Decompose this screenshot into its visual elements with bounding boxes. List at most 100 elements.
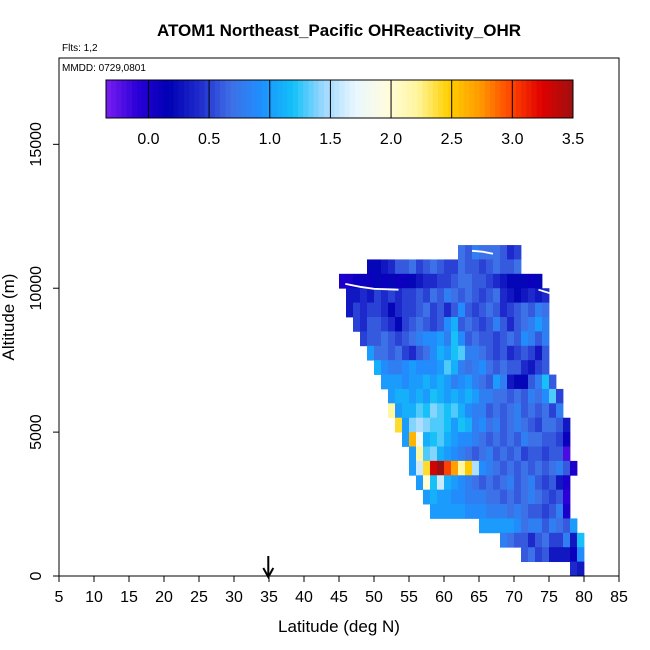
colorbar-segment bbox=[318, 80, 325, 118]
heatmap-cell bbox=[514, 432, 522, 447]
heatmap-cell bbox=[416, 475, 424, 491]
colorbar-segment bbox=[370, 80, 377, 118]
heatmap-cell bbox=[465, 403, 473, 419]
heatmap-cell bbox=[458, 475, 466, 491]
heatmap-cell bbox=[444, 273, 452, 289]
heatmap-cell bbox=[507, 446, 515, 462]
colorbar-segment bbox=[142, 80, 149, 118]
heatmap-cell bbox=[556, 446, 564, 462]
heatmap-cell bbox=[409, 417, 417, 433]
heatmap-cell bbox=[374, 317, 382, 332]
heatmap-cell bbox=[507, 259, 515, 275]
colorbar-segment bbox=[323, 80, 330, 118]
colorbar-segment bbox=[474, 80, 481, 118]
heatmap-cell bbox=[458, 273, 466, 289]
heatmap-cell bbox=[381, 302, 389, 318]
heatmap-cell bbox=[507, 417, 515, 433]
heatmap-cell bbox=[535, 345, 543, 361]
heatmap-cell bbox=[423, 302, 431, 318]
heatmap-cell bbox=[430, 432, 438, 447]
heatmap-cell bbox=[374, 259, 382, 275]
x-tick-label: 50 bbox=[365, 589, 383, 606]
colorbar-segment bbox=[526, 80, 532, 118]
x-tick-label: 10 bbox=[85, 589, 103, 606]
heatmap-cell bbox=[388, 259, 396, 275]
heatmap-cell bbox=[570, 460, 578, 476]
heatmap-cell bbox=[535, 273, 543, 289]
x-axis: 5 10 15 20 25 30 35 40 45 50 55 60 65 70 75 80 85 bbox=[55, 576, 628, 606]
heatmap-cell bbox=[458, 345, 466, 361]
colorbar-segment bbox=[334, 80, 340, 118]
heatmap-cell bbox=[409, 432, 417, 447]
heatmap-cell bbox=[521, 547, 529, 563]
heatmap-cell bbox=[528, 360, 536, 375]
heatmap-cell bbox=[570, 547, 578, 563]
heatmap-cell bbox=[556, 489, 564, 505]
heatmap-cell bbox=[521, 345, 529, 361]
heatmap-cell bbox=[493, 518, 501, 534]
heatmap-cell bbox=[535, 532, 543, 548]
colorbar-segment bbox=[515, 80, 522, 118]
heatmap-cell bbox=[472, 273, 480, 289]
heatmap-cell bbox=[388, 374, 396, 390]
heatmap-cell bbox=[465, 317, 473, 332]
heatmap-cell bbox=[346, 288, 354, 304]
heatmap-cell bbox=[402, 417, 410, 433]
heatmap-cell bbox=[472, 245, 480, 260]
heatmap-cell bbox=[549, 518, 557, 534]
heatmap-cell bbox=[451, 475, 459, 491]
heatmap-cell bbox=[486, 331, 494, 347]
heatmap-cell bbox=[493, 245, 501, 260]
heatmap-cell bbox=[500, 259, 508, 275]
heatmap-cell bbox=[542, 403, 550, 419]
colorbar-tick-label: 1.5 bbox=[319, 131, 341, 148]
heatmap-cell bbox=[500, 273, 508, 289]
heatmap-cell bbox=[367, 331, 375, 347]
heatmap-cell bbox=[444, 388, 452, 404]
heatmap-cell bbox=[430, 331, 438, 347]
heatmap-cell bbox=[423, 460, 431, 476]
x-tick-label: 25 bbox=[190, 589, 208, 606]
flight-track-line bbox=[538, 288, 564, 298]
heatmap-cell bbox=[549, 504, 557, 519]
heatmap-cell bbox=[507, 273, 515, 289]
heatmap-cell bbox=[542, 374, 550, 390]
x-tick-label: 5 bbox=[55, 589, 64, 606]
heatmap-cell bbox=[444, 489, 452, 505]
heatmap-cell bbox=[444, 345, 452, 361]
heatmap-cell bbox=[409, 273, 417, 289]
heatmap-cell bbox=[493, 446, 501, 462]
heatmap-cell bbox=[458, 504, 466, 519]
heatmap-cell bbox=[500, 345, 508, 361]
heatmap-cell bbox=[374, 302, 382, 318]
heatmap-cell bbox=[402, 331, 410, 347]
heatmap-cell bbox=[374, 345, 382, 361]
heatmap-cell bbox=[416, 432, 424, 447]
heatmap-cell bbox=[521, 532, 529, 548]
heatmap-cell bbox=[486, 360, 494, 375]
heatmap-cell bbox=[465, 388, 473, 404]
heatmap-cell bbox=[465, 245, 473, 260]
y-tick-label: 0 bbox=[28, 571, 45, 580]
heatmap-cell bbox=[479, 475, 487, 491]
heatmap-cell bbox=[451, 504, 459, 519]
heatmap-cell bbox=[465, 446, 473, 462]
colorbar-segment bbox=[453, 80, 460, 118]
heatmap-cell bbox=[451, 273, 459, 289]
x-tick-label: 20 bbox=[155, 589, 173, 606]
heatmap-cell bbox=[437, 489, 445, 505]
heatmap-cell bbox=[549, 489, 557, 505]
heatmap-cell bbox=[528, 504, 536, 519]
heatmap-cell bbox=[514, 532, 522, 548]
x-tick-label: 85 bbox=[610, 589, 628, 606]
heatmap-cell bbox=[465, 259, 473, 275]
heatmap-cell bbox=[437, 504, 445, 519]
heatmap-cell bbox=[395, 388, 403, 404]
heatmap-cell bbox=[570, 532, 578, 548]
heatmap-cell bbox=[444, 475, 452, 491]
heatmap-cell bbox=[451, 288, 459, 304]
heatmap-cell bbox=[486, 403, 494, 419]
heatmap-cell bbox=[521, 403, 529, 419]
heatmap-cell bbox=[430, 417, 438, 433]
heatmap-cell bbox=[360, 288, 368, 304]
